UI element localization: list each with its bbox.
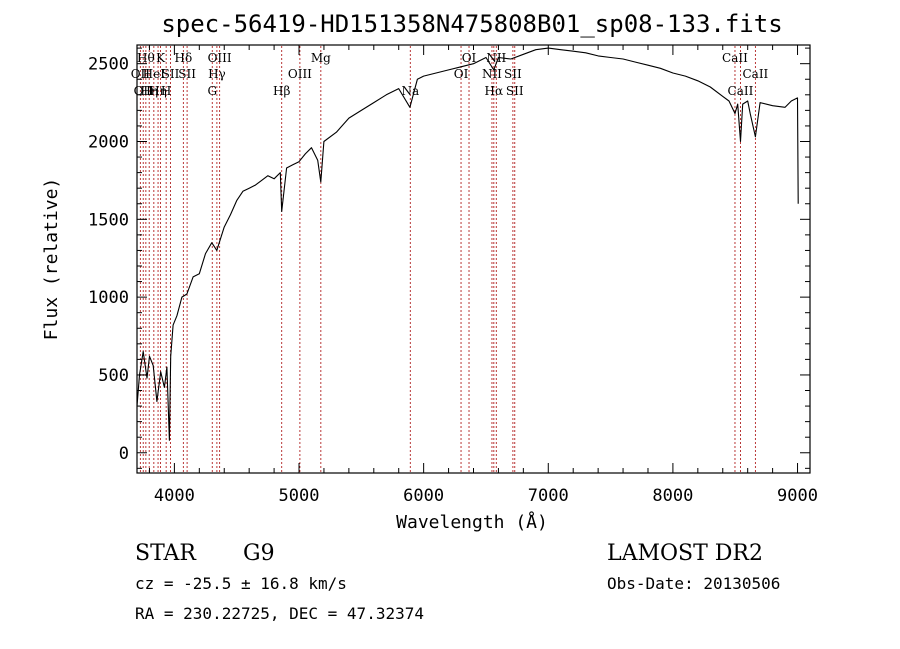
line-label: NII <box>486 51 506 65</box>
y-tick-label: 0 <box>119 444 129 464</box>
object-class: STAR <box>135 541 197 566</box>
line-label: H <box>161 84 171 98</box>
y-tick-label: 1500 <box>88 210 129 230</box>
line-label: Hη <box>149 84 167 98</box>
line-label: CaII <box>742 67 768 81</box>
y-axis-label: Flux (relative) <box>41 178 62 341</box>
x-tick-label: 5000 <box>279 486 320 506</box>
line-label: HeI <box>143 67 166 81</box>
spectral-line-labels: OIIOIIHθHηHeIHηKHSIIHδSIIGHγOIIIHβOIIIMg… <box>131 51 769 98</box>
spectrum-line <box>136 47 799 441</box>
line-label: Hα <box>485 84 504 98</box>
line-label: CaII <box>722 51 748 65</box>
line-label: NII <box>482 67 502 81</box>
line-label: Hγ <box>208 67 226 81</box>
obs-date: Obs-Date: 20130506 <box>607 574 780 593</box>
spectral-subclass: G9 <box>243 541 275 566</box>
spectral-line-markers <box>139 46 756 472</box>
line-label: Hη <box>140 84 158 98</box>
line-label: Hβ <box>273 84 290 98</box>
y-tick-label: 500 <box>98 366 129 386</box>
line-label: OII <box>131 67 151 81</box>
line-label: SII <box>504 67 522 81</box>
line-label: Na <box>401 84 419 98</box>
x-tick-label: 4000 <box>154 486 195 506</box>
x-tick-label: 7000 <box>528 486 569 506</box>
redshift-readout: cz = -25.5 ± 16.8 km/s <box>135 574 347 593</box>
line-label: OI <box>454 67 469 81</box>
line-label: Hδ <box>175 51 193 65</box>
line-label: CaII <box>728 84 754 98</box>
line-label: OIII <box>288 67 312 81</box>
y-axis-ticks: 0 500 1000 1500 2000 2500 <box>88 47 810 469</box>
y-tick-label: 2500 <box>88 55 129 75</box>
line-label: Mg <box>311 51 331 65</box>
x-tick-label: 9000 <box>777 486 818 506</box>
x-axis-label: Wavelength (Å) <box>396 511 548 533</box>
chart-title: spec-56419-HD151358N475808B01_sp08-133.f… <box>161 10 782 38</box>
plot-frame <box>136 44 811 474</box>
line-label: SII <box>178 67 196 81</box>
line-label: OIII <box>208 51 232 65</box>
line-label: Hθ <box>137 51 155 65</box>
y-tick-label: 2000 <box>88 132 129 152</box>
coordinates: RA = 230.22725, DEC = 47.32374 <box>135 604 424 623</box>
line-label: G <box>207 84 217 98</box>
x-tick-label: 6000 <box>403 486 444 506</box>
line-label: SII <box>506 84 524 98</box>
x-tick-label: 8000 <box>652 486 693 506</box>
x-axis-ticks: 4000 5000 6000 7000 8000 9000 <box>148 45 818 506</box>
line-label: OI <box>462 51 477 65</box>
survey-name: LAMOST DR2 <box>607 541 763 566</box>
line-label: SII <box>162 67 180 81</box>
y-tick-label: 1000 <box>88 288 129 308</box>
line-label: K <box>156 51 166 65</box>
